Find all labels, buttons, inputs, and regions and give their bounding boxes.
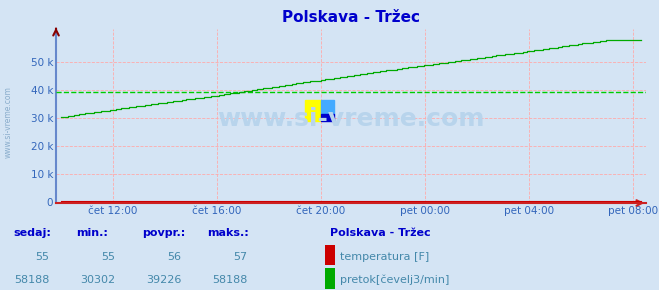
Text: 56: 56 [167, 251, 181, 262]
Text: min.:: min.: [76, 228, 107, 238]
Text: www.si-vreme.com: www.si-vreme.com [217, 108, 484, 131]
Text: maks.:: maks.: [208, 228, 249, 238]
Text: Polskava - Tržec: Polskava - Tržec [330, 228, 430, 238]
Text: 55: 55 [101, 251, 115, 262]
Text: www.si-vreme.com: www.si-vreme.com [3, 86, 13, 158]
Text: pretok[čevelj3/min]: pretok[čevelj3/min] [340, 275, 449, 285]
Text: 39226: 39226 [146, 275, 181, 285]
Bar [306, 100, 320, 121]
Text: povpr.:: povpr.: [142, 228, 185, 238]
Text: 57: 57 [233, 251, 247, 262]
Title: Polskava - Tržec: Polskava - Tržec [282, 10, 420, 25]
Bar [321, 114, 334, 121]
Text: 30302: 30302 [80, 275, 115, 285]
Text: 58188: 58188 [212, 275, 247, 285]
Text: 55: 55 [36, 251, 49, 262]
Bar [321, 100, 334, 114]
Text: temperatura [F]: temperatura [F] [340, 252, 429, 262]
Text: sedaj:: sedaj: [13, 228, 51, 238]
Text: 58188: 58188 [14, 275, 49, 285]
